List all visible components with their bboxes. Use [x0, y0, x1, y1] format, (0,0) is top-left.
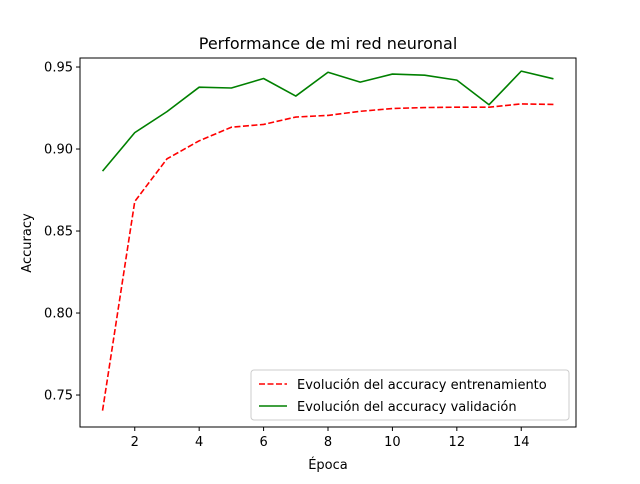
y-tick-label: 0.75	[44, 389, 73, 404]
x-tick-label: 12	[449, 435, 466, 450]
x-tick-label: 2	[131, 435, 139, 450]
series-layer	[101, 70, 554, 411]
chart-title: Performance de mi red neuronal	[199, 34, 458, 53]
x-axis: 2 4 6 8 10 12 14	[131, 427, 530, 450]
y-tick-label: 0.95	[44, 61, 73, 76]
y-tick-label: 0.90	[44, 143, 73, 158]
y-axis: 0.75 0.80 0.85 0.90 0.95	[44, 61, 80, 404]
series-line-validation	[101, 70, 554, 172]
x-tick-label: 10	[384, 435, 401, 450]
x-tick-label: 4	[195, 435, 203, 450]
x-tick-label: 14	[513, 435, 530, 450]
y-tick-label: 0.80	[44, 307, 73, 322]
x-tick-label: 8	[324, 435, 332, 450]
legend-label-train: Evolución del accuracy entrenamiento	[297, 378, 547, 393]
y-axis-label: Accuracy	[20, 213, 35, 273]
legend-box	[250, 369, 570, 421]
x-tick-label: 6	[259, 435, 267, 450]
legend-label-validation: Evolución del accuracy validación	[297, 400, 517, 415]
x-axis-label: Época	[308, 457, 348, 473]
legend: Evolución del accuracy entrenamiento Evo…	[250, 369, 570, 421]
y-tick-label: 0.85	[44, 225, 73, 240]
series-line-train	[101, 103, 554, 411]
